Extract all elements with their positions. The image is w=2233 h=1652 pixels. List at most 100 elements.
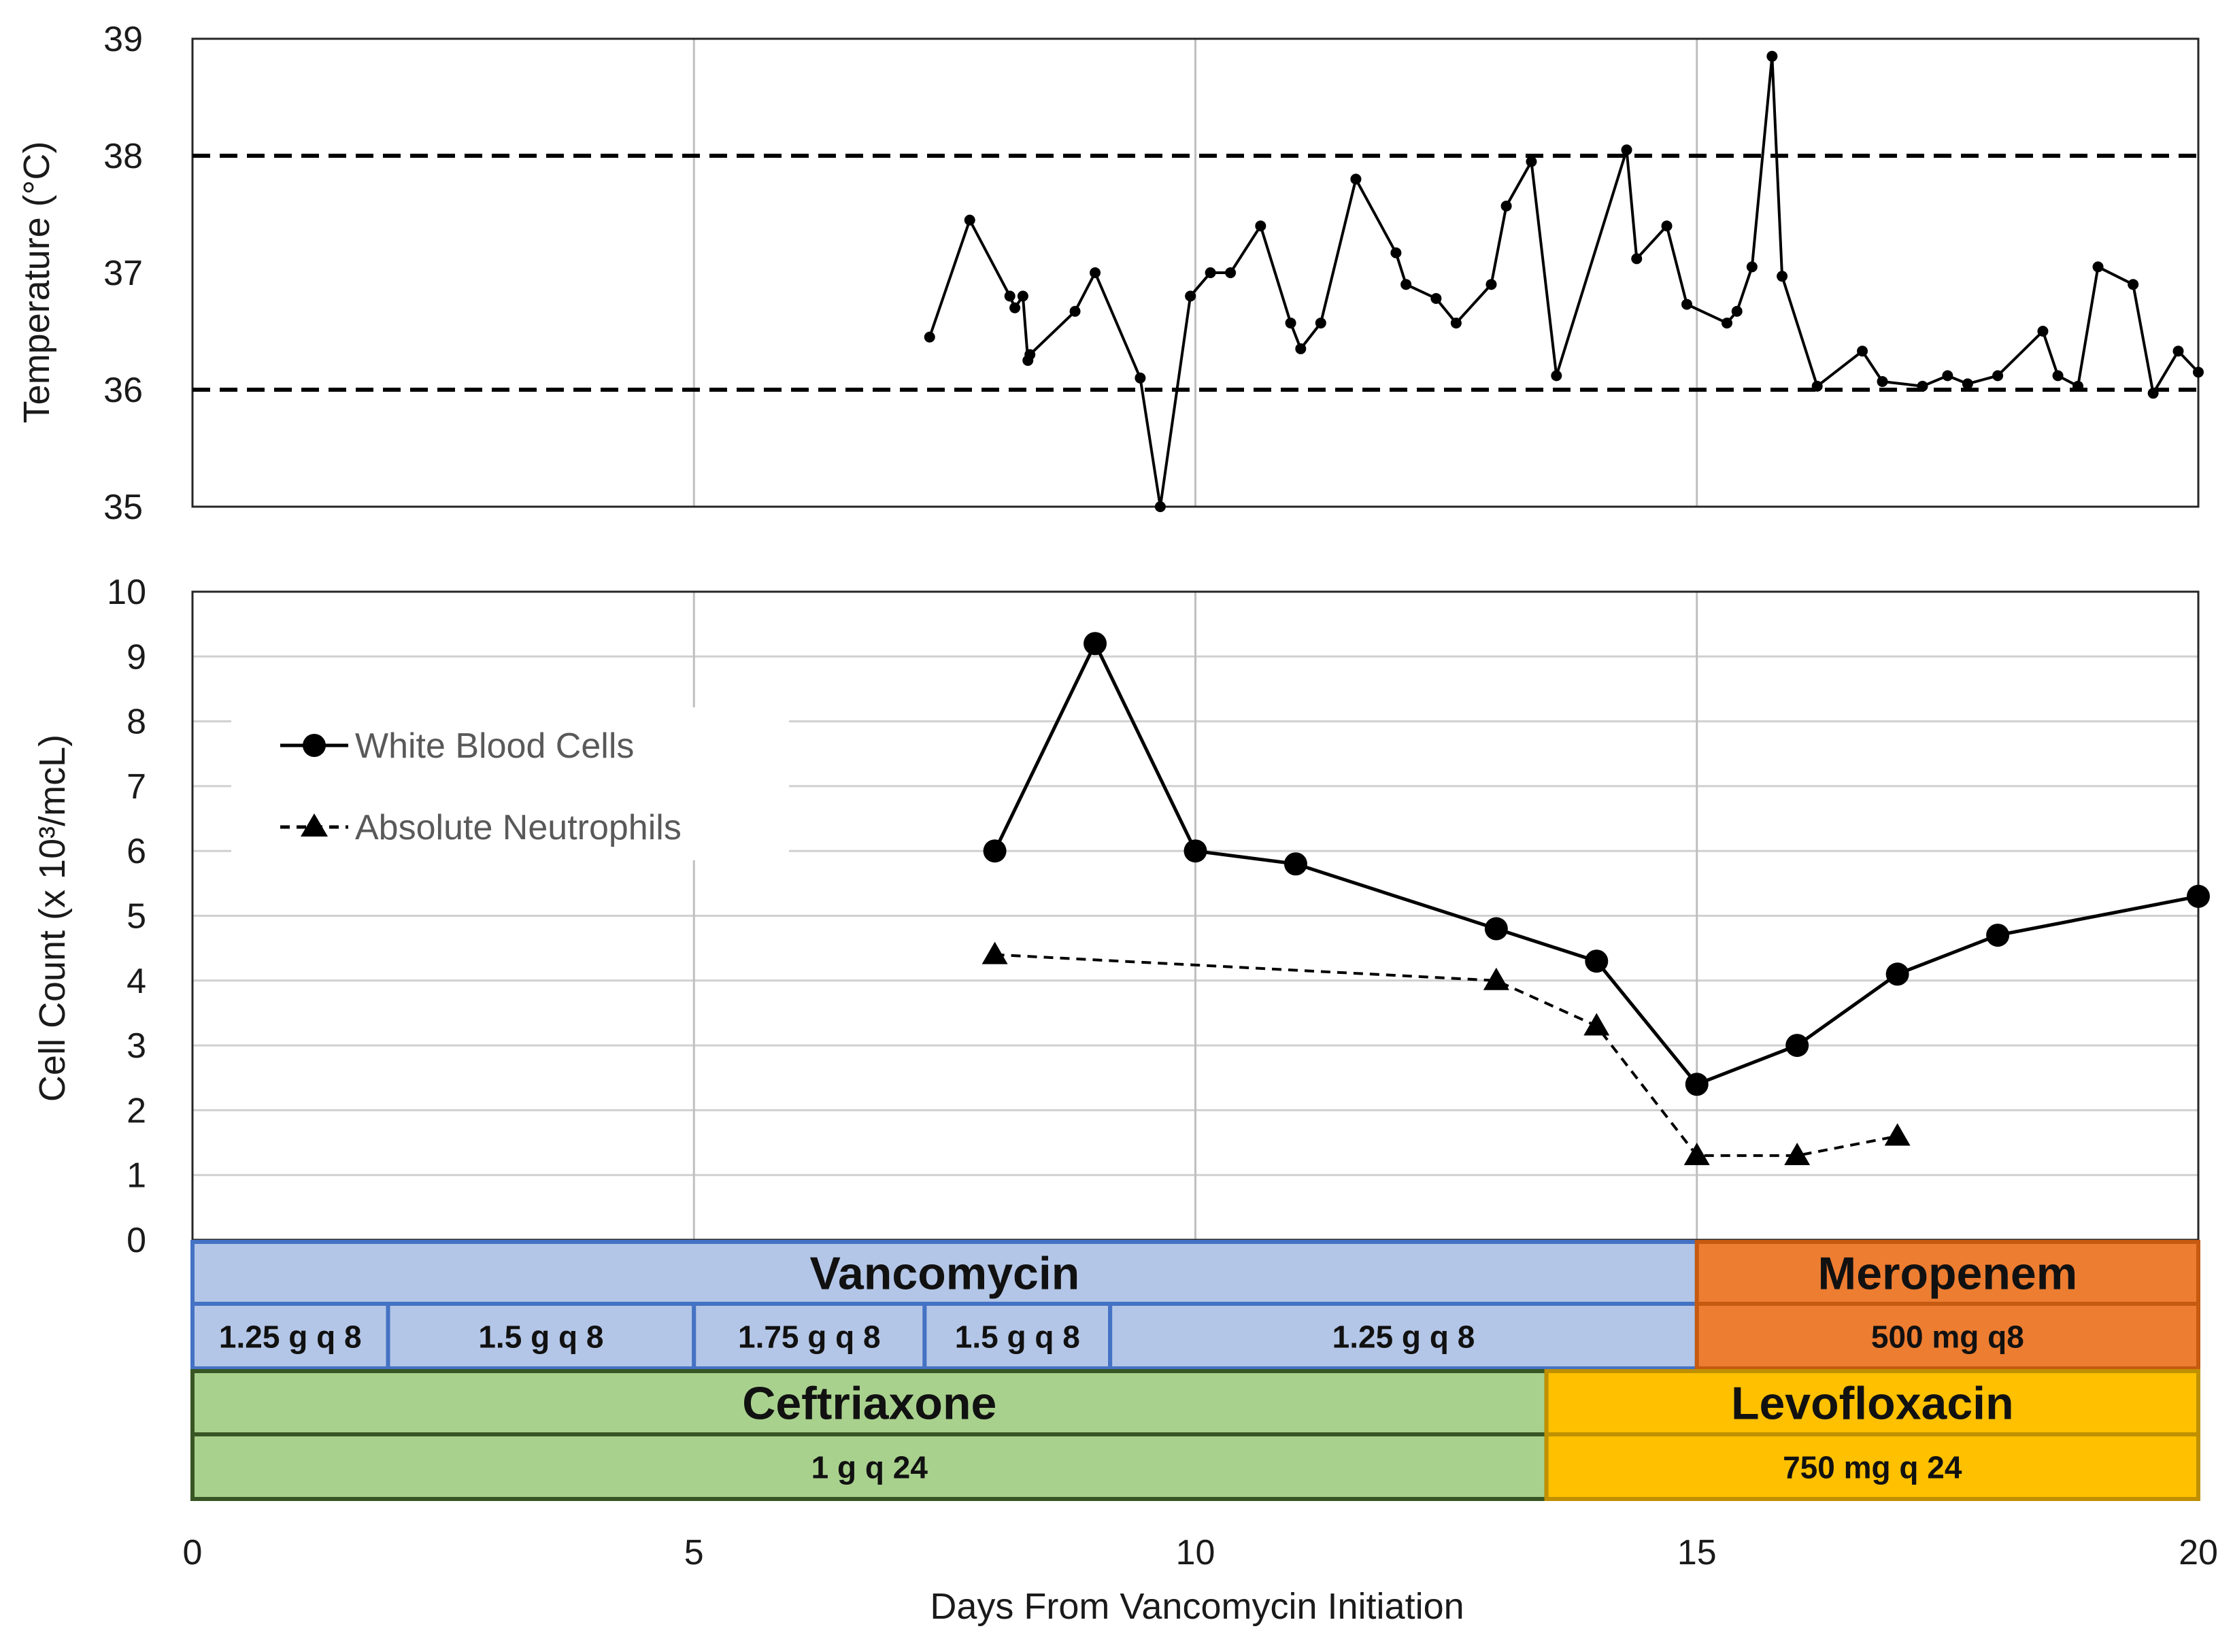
temperature-point	[1295, 343, 1307, 354]
temperature-point	[1811, 380, 1823, 392]
vancomycin-dose-label: 1.75 g q 8	[738, 1319, 881, 1355]
temperature-tick-label: 37	[103, 254, 143, 293]
vancomycin-dose-cell	[190, 1302, 390, 1370]
temperature-y-ticks: 35 36 37 38 39	[103, 20, 143, 527]
levofloxacin-label: Levofloxacin	[1731, 1378, 2014, 1430]
temperature-point	[1917, 380, 1928, 392]
vancomycin-dose-label: 1.25 g q 8	[219, 1319, 362, 1355]
temperature-point	[2052, 370, 2064, 382]
ceftriaxone-dose-label: 1 g q 24	[811, 1450, 928, 1485]
ceftriaxone-dose-cell	[190, 1432, 1549, 1501]
temperature-point	[1004, 290, 1015, 302]
neutrophils-point	[1784, 1143, 1811, 1166]
temperature-point	[1090, 267, 1101, 278]
temperature-point	[1777, 271, 1788, 282]
temperature-point	[1485, 279, 1497, 290]
levofloxacin-dose-label: 750 mg q 24	[1783, 1450, 1962, 1485]
wbc-point	[2187, 884, 2210, 908]
temperature-panel: 35 36 37 38 39 Temperature (°C)	[16, 20, 2204, 527]
cell-count-gridlines	[191, 590, 2200, 1241]
cell-count-tick-label: 8	[127, 703, 146, 742]
cell-count-y-ticks: 0 1 2 3 4 5 6 7 8 9 10	[107, 573, 146, 1260]
x-tick-label: 15	[1677, 1533, 1717, 1572]
neutrophils-point	[1583, 1013, 1610, 1036]
meropenem-dose-label: 500 mg q8	[1871, 1319, 2024, 1355]
temperature-tick-label: 36	[103, 371, 143, 410]
legend-anc-label: Absolute Neutrophils	[355, 808, 682, 847]
meropenem-label: Meropenem	[1818, 1248, 2078, 1300]
cell-count-tick-label: 4	[127, 962, 146, 1001]
temperature-point	[1450, 317, 1462, 328]
temperature-point	[2128, 279, 2139, 290]
temperature-point	[2193, 367, 2204, 378]
cell-count-tick-label: 1	[127, 1156, 146, 1196]
temperature-point	[1731, 305, 1743, 317]
temperature-point	[924, 331, 935, 343]
temperature-point	[2172, 345, 2184, 357]
neutrophils-point	[1884, 1123, 1911, 1146]
wbc-point	[983, 839, 1007, 863]
levofloxacin-bar	[1544, 1369, 2200, 1436]
temperature-point	[1857, 345, 1868, 357]
cell-count-tick-label: 6	[127, 832, 146, 871]
temperature-point	[1500, 200, 1512, 212]
wbc-point	[1685, 1073, 1709, 1096]
temperature-point	[1661, 220, 1673, 232]
wbc-point	[1585, 949, 1609, 973]
ceftriaxone-bar	[190, 1369, 1549, 1436]
vancomycin-dose-label: 1.25 g q 8	[1332, 1319, 1475, 1355]
wbc-point	[1484, 917, 1508, 941]
vancomycin-label: Vancomycin	[809, 1248, 1079, 1300]
temperature-point	[1009, 302, 1021, 314]
temperature-point	[1017, 290, 1028, 302]
temperature-point	[1135, 372, 1146, 384]
levofloxacin-dose-cell	[1544, 1432, 2200, 1501]
neutrophils-point	[1683, 1143, 1710, 1166]
cell-count-tick-label: 9	[127, 637, 146, 677]
neutrophils-line	[994, 953, 1898, 1158]
temperature-point	[1430, 292, 1442, 304]
temperature-point	[1024, 349, 1036, 360]
temperature-point	[1766, 50, 1778, 62]
temperature-point	[1992, 370, 2004, 382]
temperature-point	[1551, 370, 1562, 382]
temperature-point	[1255, 220, 1266, 232]
cell-count-panel: 0 1 2 3 4 5 6 7 8 9 10 Cell Count (x 10³/mcL) Whit…	[32, 573, 2210, 1260]
temperature-point	[1185, 290, 1196, 302]
cell-count-tick-label: 10	[107, 573, 146, 612]
temperature-point	[1681, 299, 1693, 310]
legend: White Blood Cells Absolute Neutrophils	[231, 707, 789, 860]
temperature-point	[1205, 267, 1216, 278]
wbc-point	[1785, 1034, 1809, 1058]
legend-anc-marker	[301, 813, 328, 837]
temperature-series	[924, 50, 2204, 512]
x-tick-label: 10	[1176, 1533, 1215, 1572]
temperature-point	[1631, 253, 1643, 265]
temperature-point	[1942, 370, 1953, 382]
ceftriaxone-label: Ceftriaxone	[742, 1378, 996, 1430]
wbc-point	[1986, 924, 2010, 947]
temperature-point	[1069, 305, 1081, 317]
wbc-point	[1183, 839, 1207, 863]
x-axis-title: Days From Vancomycin Initiation	[930, 1586, 1464, 1627]
temperature-point	[1962, 378, 1973, 390]
temperature-point	[1400, 279, 1412, 290]
x-tick-label: 20	[2179, 1533, 2218, 1572]
cell-count-series	[981, 632, 2210, 1166]
wbc-point	[1885, 962, 1909, 986]
temperature-gridlines	[191, 37, 2200, 508]
meropenem-bar	[1694, 1240, 2200, 1306]
vancomycin-dose-cell	[692, 1302, 927, 1370]
temperature-point	[2147, 388, 2159, 399]
legend-wbc-marker	[303, 734, 326, 757]
cell-count-axis-title: Cell Count (x 10³/mcL)	[32, 735, 73, 1102]
vancomycin-dose-cell	[922, 1302, 1113, 1370]
therapy-timeline: Vancomycin 1.25 g q 8 1.5 g q 8 1.75 g q 8 1…	[190, 1240, 2200, 1501]
temperature-point	[1315, 317, 1326, 328]
temperature-point	[1877, 375, 1888, 387]
temperature-axis-title: Temperature (°C)	[16, 141, 57, 424]
temperature-plot-frame	[191, 37, 2200, 508]
cell-count-tick-label: 7	[127, 767, 146, 807]
neutrophils-point	[1483, 967, 1509, 990]
